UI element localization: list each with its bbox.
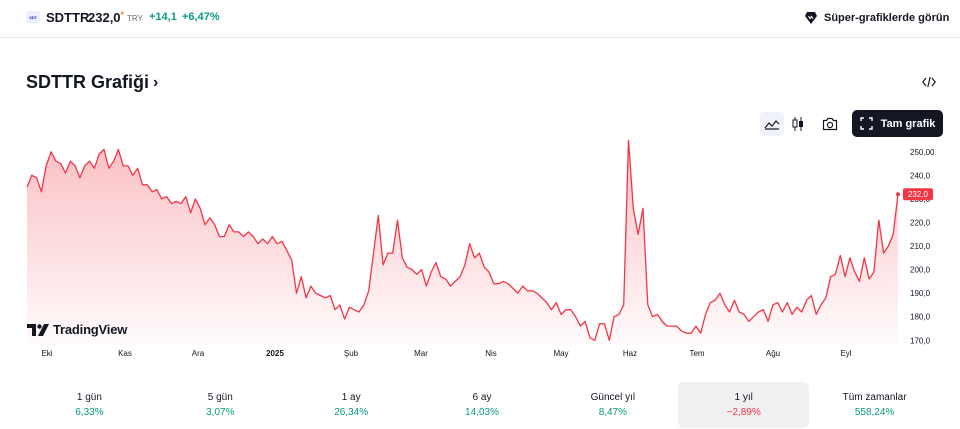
price-area-fill bbox=[27, 140, 898, 345]
last-price-tag bbox=[903, 188, 933, 201]
period-tab[interactable]: 1 ay 26,34% bbox=[286, 382, 417, 428]
x-axis-tick-label: Haz bbox=[623, 349, 637, 358]
super-charts-label: Süper-grafiklerde görün bbox=[824, 12, 950, 24]
symbol-currency: TRY bbox=[127, 14, 143, 23]
period-tab-label: Güncel yıl bbox=[590, 392, 636, 403]
area-chart-style-button[interactable] bbox=[760, 112, 784, 136]
x-axis-tick-label: Ara bbox=[192, 349, 205, 358]
y-axis-tick-label: 170,0 bbox=[910, 336, 931, 345]
tradingview-mark-icon bbox=[27, 323, 49, 336]
super-charts-button[interactable]: Süper-grafiklerde görün bbox=[804, 8, 949, 28]
period-tab-change: 26,34% bbox=[334, 407, 369, 418]
page-title: SDTTR Grafiği bbox=[26, 72, 150, 92]
x-axis-tick-label: Kas bbox=[118, 349, 132, 358]
y-axis-tick-label: 200,0 bbox=[910, 266, 931, 275]
period-tab-change: 6,33% bbox=[75, 407, 104, 418]
x-axis-tick-label: Nis bbox=[485, 349, 497, 358]
x-axis-tick-label: Ağu bbox=[766, 349, 780, 358]
area-chart-icon bbox=[764, 120, 780, 130]
snapshot-button[interactable] bbox=[818, 112, 842, 136]
period-tab-label: 1 ay bbox=[341, 392, 361, 403]
camera-icon bbox=[822, 117, 838, 131]
symbol-change: +14,1 bbox=[149, 11, 177, 23]
x-axis-tick-label: Eyl bbox=[840, 349, 851, 358]
candle-chart-style-button[interactable] bbox=[786, 112, 810, 136]
y-axis-tick-label: 240,0 bbox=[910, 171, 931, 180]
period-tab-label: 5 gün bbox=[207, 392, 233, 403]
period-tab-label: Tüm zamanlar bbox=[842, 392, 907, 403]
price-series-line bbox=[26, 140, 899, 341]
x-axis-tick-label: 2025 bbox=[266, 349, 284, 358]
period-tab-change: 14,03% bbox=[465, 407, 499, 418]
last-price-point bbox=[896, 192, 900, 197]
period-tab[interactable]: Tüm zamanlar 558,24% bbox=[809, 382, 940, 428]
tradingview-wordmark: TradingView bbox=[53, 322, 128, 337]
period-tab-change: 558,24% bbox=[854, 407, 895, 418]
x-axis-tick-label: Mar bbox=[414, 349, 428, 358]
fullscreen-icon bbox=[859, 117, 873, 130]
super-chart-icon bbox=[805, 12, 817, 24]
x-axis-tick-label: Eki bbox=[41, 349, 52, 358]
symbol-price: 232,0 bbox=[88, 10, 121, 25]
chevron-right-icon: › bbox=[153, 73, 159, 91]
last-price-tag-label: 232,0 bbox=[908, 190, 929, 199]
x-axis-tick-label: Tem bbox=[689, 349, 704, 358]
period-tab[interactable]: 1 yıl −2,89% bbox=[678, 382, 810, 428]
period-tab-change: −2,89% bbox=[726, 407, 761, 418]
period-tab[interactable]: 5 gün 3,07% bbox=[155, 382, 286, 428]
period-tab[interactable]: 1 gün 6,33% bbox=[24, 382, 155, 428]
candlestick-icon bbox=[792, 117, 803, 131]
price-chart[interactable]: 250,00240,0230,0220,0210,0200,0190,0180,… bbox=[0, 140, 960, 365]
x-axis-tick-label: Şub bbox=[344, 349, 359, 358]
period-tab-label: 6 ay bbox=[472, 392, 492, 403]
period-tab[interactable]: 6 ay 14,03% bbox=[417, 382, 548, 428]
period-tab-label: 1 gün bbox=[76, 392, 102, 403]
period-tab[interactable]: Güncel yıl 8,47% bbox=[547, 382, 678, 428]
y-axis-tick-label: 220,0 bbox=[910, 218, 931, 227]
full-chart-label: Tam grafik bbox=[880, 117, 936, 130]
full-chart-button[interactable]: Tam grafik bbox=[852, 110, 943, 137]
y-axis-tick-label: 180,0 bbox=[910, 313, 931, 322]
y-axis-tick-label: 250,00 bbox=[910, 148, 935, 157]
code-icon bbox=[922, 76, 936, 88]
x-axis-tick-label: May bbox=[553, 349, 568, 358]
market-status-dot: ● bbox=[120, 10, 125, 17]
symbol-logo-text: SDT bbox=[29, 14, 37, 20]
y-axis-tick-label: 190,0 bbox=[910, 289, 931, 298]
embed-code-button[interactable] bbox=[918, 72, 940, 92]
y-axis-tick-label: 210,0 bbox=[910, 242, 931, 251]
period-tab-change: 8,47% bbox=[598, 407, 628, 418]
period-tab-label: 1 yıl bbox=[734, 392, 753, 403]
period-tab-change: 3,07% bbox=[206, 407, 235, 418]
chart-title-link[interactable]: SDTTR Grafiği › bbox=[26, 72, 158, 93]
symbol-logo: SDT bbox=[26, 11, 40, 23]
period-performance-tabs: 1 gün 6,33% 5 gün 3,07% 1 ay 26,34% 6 ay 14,03%… bbox=[24, 382, 940, 428]
symbol-header-bar: SDT SDTTR 232,0 ● TRY +14,1 +6,47% Süper… bbox=[0, 0, 960, 38]
symbol-change-percent: +6,47% bbox=[182, 11, 220, 23]
symbol-name[interactable]: SDTTR bbox=[46, 10, 90, 25]
tradingview-logo[interactable]: TradingView bbox=[27, 322, 127, 337]
